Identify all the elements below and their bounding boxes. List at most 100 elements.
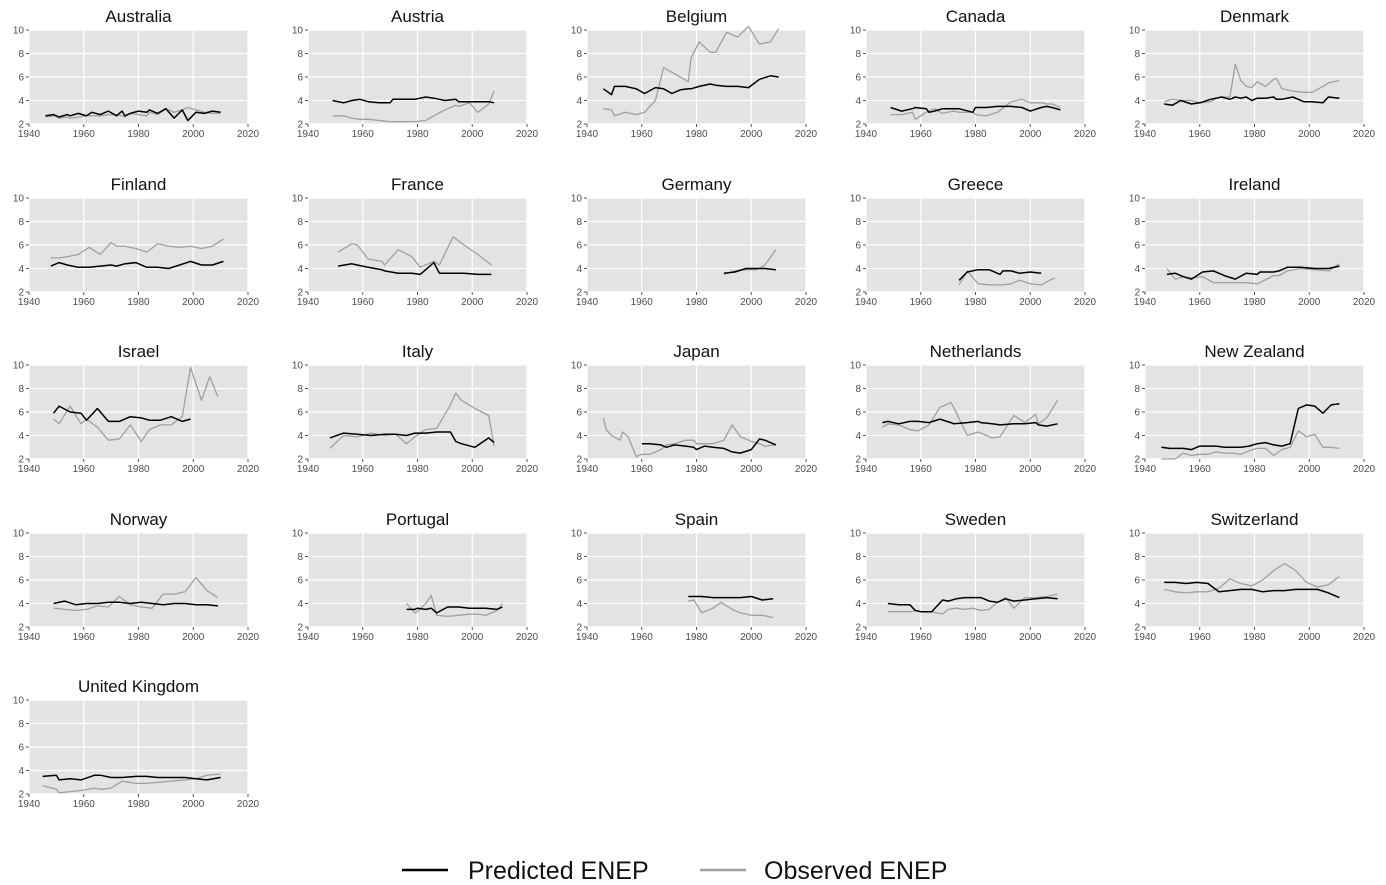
y-tick-label: 4 [1134, 96, 1140, 107]
x-tick-label: 2020 [795, 297, 818, 308]
y-tick-label: 2 [297, 288, 303, 299]
x-tick-label: 1940 [576, 129, 599, 140]
y-tick-label: 8 [855, 552, 861, 563]
x-tick-label: 1980 [964, 129, 987, 140]
panel-portugal: Portugal 2 4 6 8 10 1940 1960 1980 2000 2020 [292, 510, 539, 643]
panel-title: Spain [675, 510, 718, 529]
x-tick-label: 1980 [127, 297, 150, 308]
x-tick-label: 1940 [18, 799, 41, 810]
y-tick-label: 8 [297, 384, 303, 395]
y-tick-label: 10 [292, 361, 304, 372]
x-tick-label: 2000 [1019, 632, 1042, 643]
x-tick-label: 2000 [740, 632, 763, 643]
panel-title: Ireland [1229, 175, 1281, 194]
series-line-observed [882, 399, 1059, 439]
y-tick-label: 2 [855, 120, 861, 131]
x-tick-label: 1980 [127, 464, 150, 475]
series-line-observed [958, 270, 1056, 286]
y-tick-label: 6 [18, 241, 24, 252]
y-tick-label: 8 [855, 217, 861, 228]
y-tick-label: 2 [1134, 623, 1140, 634]
y-tick-label: 10 [13, 194, 25, 205]
series-line-predicted [53, 405, 191, 423]
panel-title: Japan [673, 342, 719, 361]
y-tick-label: 8 [297, 217, 303, 228]
panel-netherlands: Netherlands 2 4 6 8 10 1940 1960 1980 2000 2020 [850, 342, 1097, 475]
y-tick-label: 10 [13, 361, 25, 372]
y-tick-label: 6 [18, 408, 24, 419]
panel-ireland: Ireland 2 4 6 8 10 1940 1960 1980 2000 2020 [1129, 175, 1376, 308]
x-tick-label: 1980 [964, 632, 987, 643]
x-tick-label: 1980 [127, 799, 150, 810]
y-tick-label: 4 [297, 264, 303, 275]
x-tick-label: 1980 [1243, 464, 1266, 475]
x-tick-label: 1940 [297, 129, 320, 140]
x-tick-label: 1960 [631, 297, 654, 308]
x-tick-label: 2000 [740, 297, 763, 308]
y-tick-label: 4 [576, 599, 582, 610]
y-tick-label: 6 [855, 241, 861, 252]
series-line-predicted [1166, 265, 1340, 280]
x-tick-label: 1980 [1243, 129, 1266, 140]
y-tick-label: 4 [1134, 431, 1140, 442]
y-tick-label: 10 [571, 529, 583, 540]
series-line-predicted [329, 431, 495, 449]
series-line-observed [337, 236, 492, 268]
y-tick-label: 8 [297, 552, 303, 563]
y-tick-label: 2 [576, 623, 582, 634]
x-tick-label: 1960 [352, 129, 375, 140]
y-tick-label: 2 [1134, 120, 1140, 131]
y-tick-label: 4 [297, 599, 303, 610]
x-tick-label: 2000 [182, 799, 205, 810]
series-line-predicted [602, 75, 779, 96]
x-tick-label: 1980 [685, 129, 708, 140]
y-tick-label: 2 [297, 120, 303, 131]
x-tick-label: 1940 [855, 632, 878, 643]
y-tick-label: 2 [18, 455, 24, 466]
x-tick-label: 2020 [795, 129, 818, 140]
y-tick-label: 4 [855, 264, 861, 275]
panel-title: Portugal [386, 510, 449, 529]
y-tick-label: 2 [855, 288, 861, 299]
series-line-predicted [1164, 581, 1340, 599]
series-line-predicted [1161, 403, 1340, 451]
y-tick-label: 6 [1134, 408, 1140, 419]
panel-title: Germany [662, 175, 732, 194]
y-tick-label: 4 [576, 264, 582, 275]
y-tick-label: 6 [1134, 73, 1140, 84]
x-tick-label: 2000 [1019, 464, 1042, 475]
y-tick-label: 6 [18, 743, 24, 754]
panel-title: France [391, 175, 444, 194]
panel-title: Norway [110, 510, 168, 529]
y-tick-label: 6 [576, 241, 582, 252]
y-tick-label: 4 [297, 96, 303, 107]
series-line-observed [602, 417, 776, 458]
x-tick-label: 1940 [855, 297, 878, 308]
y-tick-label: 4 [576, 431, 582, 442]
series-line-observed [1164, 562, 1340, 594]
panel-finland: Finland 2 4 6 8 10 1940 1960 1980 2000 2020 [13, 175, 260, 308]
panel-israel: Israel 2 4 6 8 10 1940 1960 1980 2000 2020 [13, 342, 260, 475]
y-tick-label: 6 [297, 408, 303, 419]
x-tick-label: 1980 [685, 297, 708, 308]
y-tick-label: 6 [576, 73, 582, 84]
panel-germany: Germany 2 4 6 8 10 1940 1960 1980 2000 2020 [571, 175, 818, 308]
panel-title: Sweden [945, 510, 1006, 529]
x-tick-label: 1960 [910, 464, 933, 475]
x-tick-label: 1940 [18, 297, 41, 308]
y-tick-label: 10 [1129, 194, 1141, 205]
y-tick-label: 10 [13, 26, 25, 37]
y-tick-label: 2 [18, 623, 24, 634]
y-tick-label: 8 [18, 217, 24, 228]
panel-title: United Kingdom [78, 677, 199, 696]
panel-switzerland: Switzerland 2 4 6 8 10 1940 1960 1980 2000 2020 [1129, 510, 1376, 643]
y-tick-label: 10 [850, 529, 862, 540]
x-tick-label: 1980 [406, 297, 429, 308]
panel-united-kingdom: United Kingdom 2 4 6 8 10 1940 1960 1980 2000 2020 [13, 677, 260, 810]
y-tick-label: 4 [1134, 264, 1140, 275]
x-tick-label: 1980 [127, 129, 150, 140]
y-tick-label: 2 [1134, 455, 1140, 466]
y-tick-label: 4 [18, 766, 24, 777]
series-line-predicted [50, 260, 224, 270]
